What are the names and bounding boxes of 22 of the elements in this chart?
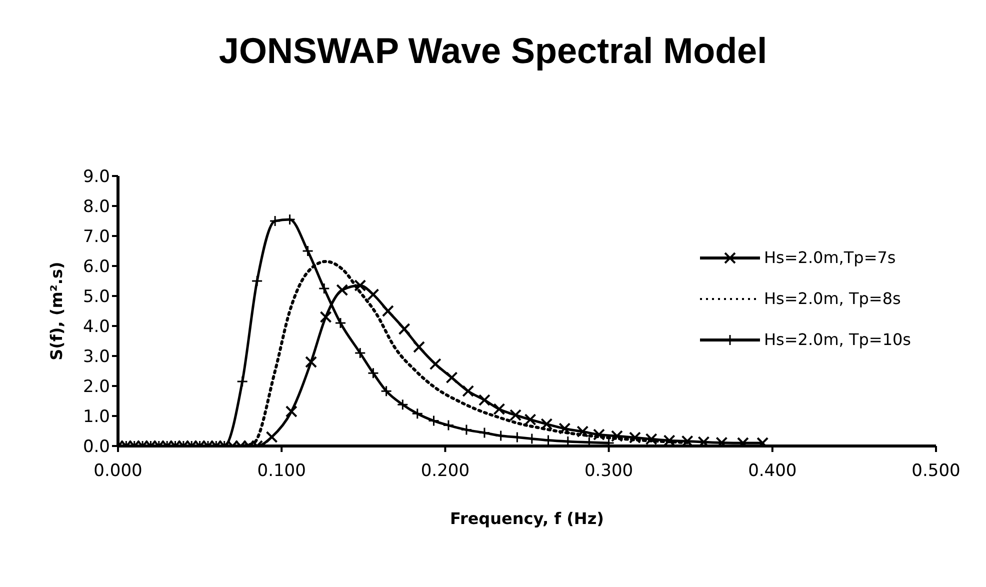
legend-label: Hs=2.0m, Tp=10s (764, 330, 912, 349)
x-tick-label: 0.100 (257, 461, 306, 482)
x-tick-label: 0.300 (584, 461, 634, 482)
chart-title: JONSWAP Wave Spectral Model (218, 30, 768, 72)
x-axis-title: Frequency, f (Hz) (450, 509, 604, 528)
x-tick-label: 0.400 (748, 461, 797, 482)
y-tick-label: 8.0 (82, 197, 110, 218)
y-tick-label: 4.0 (82, 317, 110, 338)
y-tick-label: 2.0 (82, 377, 110, 398)
x-tick-label: 0.000 (94, 461, 142, 482)
legend-label: Hs=2.0m, Tp=8s (764, 289, 901, 308)
y-tick-label: 5.0 (82, 287, 110, 308)
legend-label: Hs=2.0m,Tp=7s (764, 248, 896, 267)
x-tick-label: 0.200 (420, 461, 470, 482)
y-tick-label: 1.0 (82, 407, 110, 428)
y-tick-label: 3.0 (82, 347, 110, 368)
y-axis-title: S(f), (m².s) (47, 262, 66, 360)
y-tick-label: 7.0 (82, 227, 110, 248)
x-tick-label: 0.500 (912, 461, 960, 482)
y-tick-label: 9.0 (82, 167, 110, 188)
y-tick-label: 0.0 (82, 437, 110, 458)
y-tick-label: 6.0 (82, 257, 110, 278)
